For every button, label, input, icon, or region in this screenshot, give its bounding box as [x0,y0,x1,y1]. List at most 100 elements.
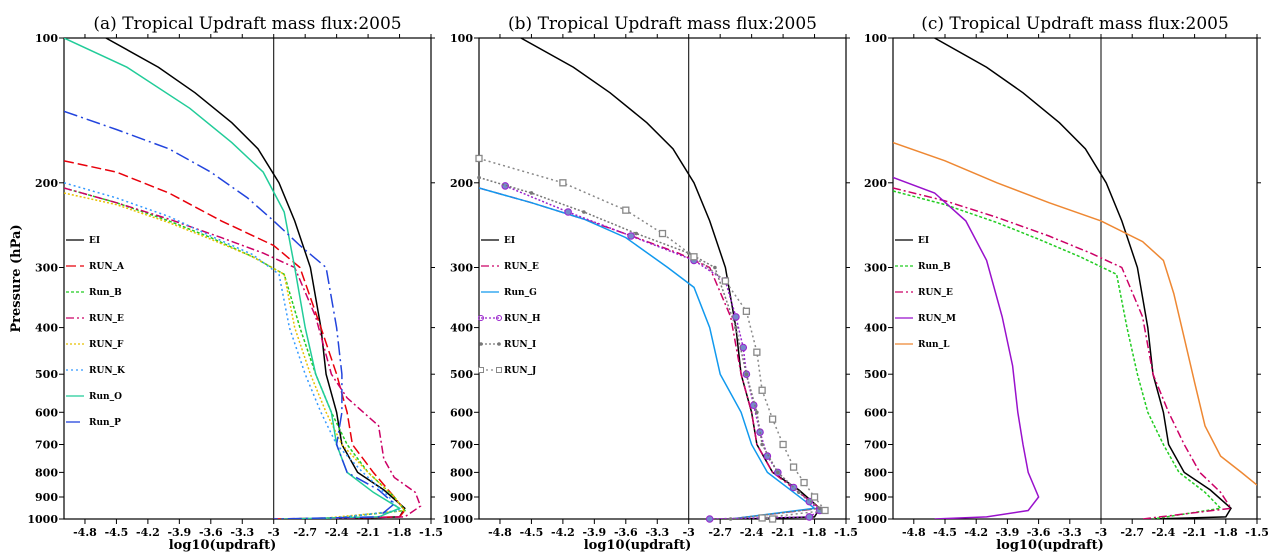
legend-marker [479,342,483,346]
x-tick-label: -3 [268,526,280,539]
series-line [64,187,422,519]
y-tick-label: 200 [864,177,887,190]
data-point [760,442,764,447]
y-tick-label: 700 [450,438,473,451]
legend-label: Run_G [504,288,537,298]
series-line [479,157,827,519]
x-tick-label: -3 [683,526,695,539]
y-tick-label: 600 [864,406,887,419]
series-line [893,190,1223,519]
x-tick-label: -1.8 [803,526,827,539]
legend-label: EI [89,236,100,246]
data-point [734,325,738,330]
data-point [564,208,572,216]
legend-label: RUN_E [89,314,124,324]
y-tick-label: 700 [864,438,887,451]
x-tick-label: -3.9 [582,526,606,539]
panel-title: (c) Tropical Updraft mass flux:2005 [921,14,1229,34]
y-tick-label: 1000 [27,513,58,526]
legend-label: Run_B [918,262,951,272]
series-line [64,192,407,519]
legend-label: EI [504,236,515,246]
y-tick-label: 300 [35,261,58,274]
legend-marker [478,367,484,373]
data-point [758,386,766,394]
data-point [805,513,814,521]
x-tick-label: -2.4 [740,526,764,539]
x-tick-label: -1.5 [1245,526,1268,539]
legend-label: Run_L [918,340,950,350]
x-tick-label: -3.3 [1058,526,1082,539]
x-tick-label: -2.4 [325,526,349,539]
plot-frame [63,37,432,520]
legend-label: Run_O [89,392,122,402]
data-point [690,253,698,261]
data-point [821,506,829,515]
legend-label: RUN_H [504,314,541,324]
y-tick-label: 600 [35,406,58,419]
series-line [479,176,822,519]
series-line [893,176,1040,519]
y-tick-label: 500 [864,368,887,381]
y-tick-label: 800 [35,466,58,479]
series-line [64,182,401,519]
x-tick-label: -2.7 [293,526,317,539]
x-tick-label: -2.7 [1120,526,1144,539]
series-line [64,187,407,519]
y-tick-label: 1000 [856,513,887,526]
data-point [559,179,567,187]
legend-label: RUN_I [504,340,536,350]
y-tick-label: 800 [450,466,473,479]
data-point [758,514,766,522]
data-point [810,493,819,501]
x-tick-label: -4.5 [520,526,544,539]
x-tick-label: -3.9 [996,526,1020,539]
y-tick-label: 100 [35,32,58,45]
data-point [721,277,730,285]
y-tick-label: 900 [35,491,58,504]
legend-label: RUN_M [918,314,956,324]
x-tick-label: -2.1 [356,526,380,539]
data-point [658,229,667,238]
series-line [520,38,821,519]
series-line [934,38,1232,519]
series-line [479,187,817,519]
legend-label: RUN_K [89,366,126,376]
x-tick-label: -1.8 [1214,526,1238,539]
x-axis-label: log10(updraft) [996,538,1104,553]
data-point [475,154,483,163]
x-tick-label: -4.5 [105,526,129,539]
x-tick-label: -2.1 [1183,526,1207,539]
x-tick-label: -1.5 [419,526,443,539]
y-tick-label: 700 [35,438,58,451]
data-point [776,470,780,475]
x-tick-label: -4.2 [136,526,160,539]
legend-label: Run_B [89,288,122,298]
data-point [627,232,635,240]
x-tick-label: -3 [1095,526,1107,539]
data-point [789,463,798,471]
y-tick-label: 200 [450,177,473,190]
x-tick-label: -3.3 [645,526,669,539]
x-tick-label: -1.5 [834,526,858,539]
x-axis-label: log10(updraft) [169,538,277,553]
legend-label: RUN_A [89,262,125,272]
x-tick-label: -4.8 [73,526,97,539]
y-tick-label: 900 [450,491,473,504]
legend-label: RUN_E [504,262,539,272]
x-tick-label: -4.8 [902,526,926,539]
legend-marker [496,315,502,321]
legend-label: RUN_E [918,288,953,298]
y-tick-label: 100 [450,32,473,45]
x-tick-label: -4.2 [964,526,988,539]
y-tick-label: 400 [450,322,473,335]
y-tick-label: 300 [864,261,887,274]
plot-frame [478,37,847,520]
data-point [817,506,822,511]
y-tick-label: 500 [450,368,473,381]
x-tick-label: -2.7 [708,526,732,539]
y-axis-label: Pressure (hPa) [9,224,24,332]
x-tick-label: -2.1 [771,526,795,539]
plot-frame [892,37,1258,520]
